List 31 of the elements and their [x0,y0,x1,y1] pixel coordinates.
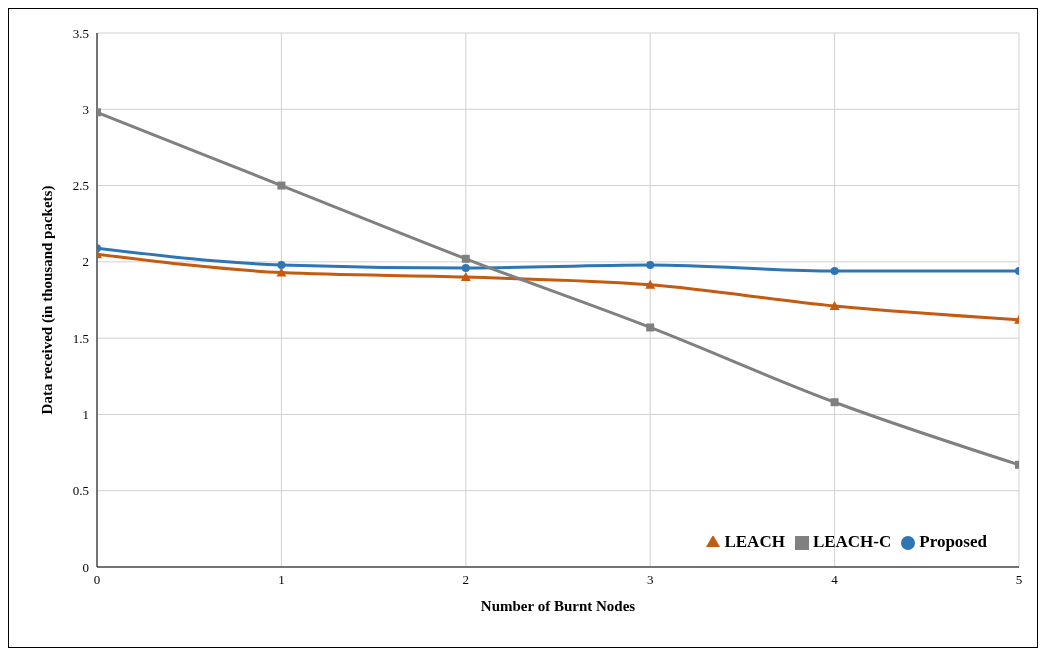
point [276,267,287,277]
y-tick-label: 3 [82,101,89,117]
x-tick-label: 1 [278,572,285,588]
x-tick-label: 4 [831,572,839,588]
x-tick-label: 3 [646,572,654,588]
point [461,263,470,272]
point [646,323,655,332]
point [829,301,840,311]
point [646,260,655,269]
point [461,254,470,263]
y-tick-label: 0.5 [72,483,89,499]
x-tick-label: 0 [93,572,101,588]
y-axis-title: Data received (in thousand packets) [39,185,57,415]
point [830,398,839,407]
point [460,272,471,282]
point [277,181,286,190]
x-tick-label: 2 [462,572,470,588]
y-tick-label: 1 [82,407,89,423]
point [645,279,656,289]
legend-label: LEACH-C [812,532,892,551]
y-tick-label: 0 [82,559,89,575]
y-tick-label: 2.5 [72,178,89,194]
y-tick-label: 3.5 [72,25,89,41]
point [830,267,839,276]
y-tick-label: 2 [82,254,89,270]
legend-label: LEACH [724,532,785,551]
legend-label: Proposed [919,532,987,551]
point [277,260,286,269]
y-tick-label: 1.5 [72,330,89,346]
x-tick-label: 5 [1015,572,1023,588]
x-axis-title: Number of Burnt Nodes [480,598,636,614]
